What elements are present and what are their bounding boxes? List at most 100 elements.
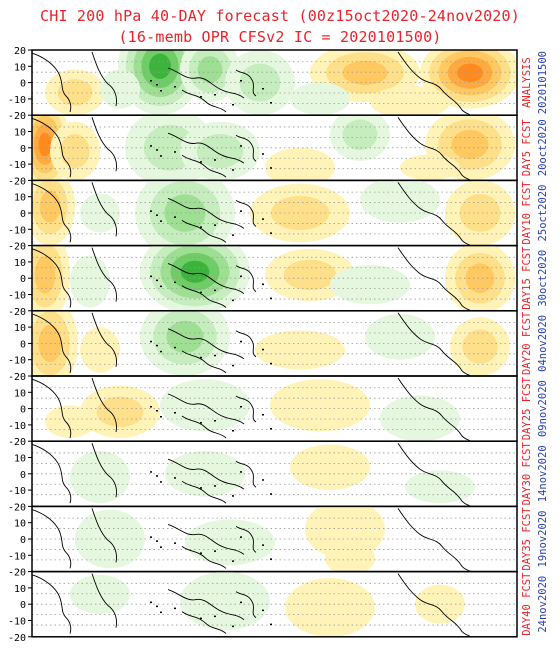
negative-anomaly-contour: [100, 69, 140, 109]
panel-date: 09nov2020: [537, 380, 549, 437]
positive-anomaly-contour: [283, 259, 337, 291]
latitude-tick-label: -20: [8, 437, 26, 448]
negative-anomaly-contour: [330, 265, 410, 305]
latitude-tick-label: -10: [8, 95, 26, 106]
negative-anomaly-contour: [70, 255, 110, 308]
latitude-tick-label: -10: [8, 291, 26, 302]
negative-anomaly-contour: [290, 82, 350, 116]
coastline: [32, 312, 471, 376]
latitude-tick-label: 0: [20, 535, 26, 546]
chi-anomaly-field: [32, 310, 517, 376]
latitude-tick-label: -10: [8, 225, 26, 236]
map-panel: 10 0 -10 -20 DAY40 FCST 24nov2020: [8, 570, 549, 644]
latitude-tick-label: 20: [14, 46, 26, 57]
latitude-tick-label: 10: [14, 454, 26, 465]
negative-anomaly-contour: [360, 180, 440, 223]
latitude-tick-label: 0: [20, 79, 26, 90]
panel-label: DAY15 FCST: [521, 246, 533, 310]
chi-anomaly-field: [32, 115, 517, 181]
coastline: [32, 247, 471, 311]
negative-anomaly-contour: [239, 63, 281, 102]
map-panel: 10 0 -10 -20 DAY20 FCST 04nov2020: [8, 310, 549, 383]
panel-label: DAY35 FCST: [521, 507, 533, 571]
positive-anomaly-contour: [39, 190, 61, 223]
latitude-tick-label: -10: [8, 617, 26, 628]
latitude-tick-label: -10: [8, 551, 26, 562]
positive-anomaly-contour: [290, 444, 370, 491]
latitude-tick-label: -20: [8, 176, 26, 187]
positive-anomaly-contour: [285, 578, 375, 637]
positive-anomaly-contour: [305, 506, 385, 559]
latitude-tick-label: -20: [8, 372, 26, 383]
negative-anomaly-contour: [180, 571, 270, 631]
positive-anomaly-contour: [270, 195, 330, 231]
panel-label: DAY30 FCST: [521, 442, 533, 506]
latitude-tick-label: -20: [8, 633, 26, 644]
map-title: CHI 200 hPa 40-DAY forecast (00z15oct202…: [40, 7, 520, 25]
latitude-tick-label: 0: [20, 274, 26, 285]
positive-anomaly-contour: [265, 147, 335, 181]
latitude-tick-label: 10: [14, 388, 26, 399]
chi-anomaly-field: [32, 377, 517, 442]
latitude-tick-label: 10: [14, 128, 26, 139]
coastline: [32, 51, 471, 116]
positive-anomaly-contour: [462, 329, 498, 364]
negative-anomaly-contour: [149, 53, 171, 79]
map-panel: 10 0 -10 -20 DAY10 FCST 25oct2020: [8, 179, 549, 253]
latitude-tick-label: 0: [20, 209, 26, 220]
latitude-tick-label: -20: [8, 307, 26, 318]
chi-anomaly-field: [32, 506, 517, 572]
map-panel: 20 10 0 -10 -20 ANALYSIS 2020101500: [8, 46, 549, 122]
positive-anomaly-contour: [370, 85, 450, 116]
chi-anomaly-field: [32, 180, 517, 246]
latitude-tick-label: -20: [8, 242, 26, 253]
latitude-tick-label: 10: [14, 62, 26, 73]
positive-anomaly-contour: [60, 133, 90, 169]
panel-label: DAY20 FCST: [521, 311, 533, 375]
panel-label: DAY40 FCST: [521, 572, 533, 636]
panel-date: 30oct2020: [537, 250, 549, 307]
latitude-tick-label: 0: [20, 470, 26, 481]
negative-anomaly-contour: [365, 314, 435, 360]
latitude-tick-label: 10: [14, 193, 26, 204]
map-panel: 10 0 -10 -20 DAY5 FCST 20oct2020: [8, 114, 549, 187]
panel-date: 14nov2020: [537, 445, 549, 502]
positive-anomaly-contour: [255, 330, 345, 370]
panel-label: DAY5 FCST: [521, 119, 533, 177]
coastline: [32, 377, 471, 442]
positive-anomaly-contour: [457, 63, 483, 83]
coastline: [32, 573, 471, 637]
positive-anomaly-contour: [80, 327, 120, 373]
positive-anomaly-contour: [57, 79, 93, 106]
positive-anomaly-contour: [342, 60, 388, 85]
negative-anomaly-contour: [180, 260, 210, 283]
latitude-tick-label: 0: [20, 405, 26, 416]
coastline: [32, 116, 471, 181]
panel-date: 20oct2020: [537, 119, 549, 176]
negative-anomaly-contour: [185, 519, 275, 566]
negative-anomaly-contour: [196, 133, 244, 169]
panel-label: DAY25 FCST: [521, 376, 533, 440]
latitude-tick-label: 0: [20, 144, 26, 155]
positive-anomaly-contour: [38, 132, 52, 157]
negative-anomaly-contour: [70, 450, 130, 504]
coastline: [32, 508, 471, 572]
chi-anomaly-field: [32, 571, 517, 637]
map-panel: 10 0 -10 -20 DAY25 FCST 09nov2020: [8, 375, 549, 448]
negative-anomaly-contour: [165, 450, 245, 497]
latitude-tick-label: -10: [8, 421, 26, 432]
panel-date: 2020101500: [537, 51, 549, 114]
positive-anomaly-contour: [459, 193, 501, 233]
panel-date: 24nov2020: [537, 576, 549, 633]
positive-anomaly-contour: [465, 263, 495, 293]
latitude-tick-label: 10: [14, 584, 26, 595]
map-subtitle: (16-memb OPR CFSv2 IC = 2020101500): [118, 28, 442, 46]
positive-anomaly-contour: [34, 256, 56, 294]
positive-anomaly-contour: [415, 584, 465, 624]
positive-anomaly-contour: [325, 542, 375, 572]
map-panel: 10 0 -10 -20 DAY35 FCST 19nov2020: [8, 505, 549, 579]
chi-anomaly-field: [32, 442, 517, 507]
negative-anomaly-contour: [380, 395, 460, 442]
coastline: [32, 182, 471, 246]
